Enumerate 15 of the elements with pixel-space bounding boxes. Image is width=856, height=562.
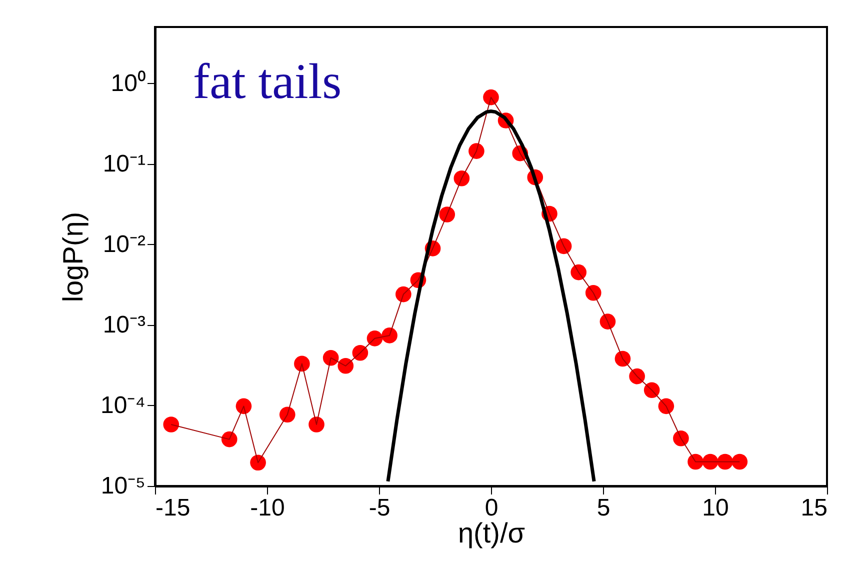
- y-tick-label: 10⁰: [110, 70, 146, 97]
- y-tick-label: 10⁻²: [102, 230, 146, 258]
- x-tick-label: -5: [368, 494, 390, 522]
- y-tick-label: 10⁻⁵: [100, 472, 146, 500]
- x-tick-label: -10: [250, 494, 285, 522]
- annotation: fat tails: [193, 53, 342, 109]
- y-tick-label: 10⁻⁴: [100, 392, 146, 419]
- x-tick-label: 15: [800, 494, 828, 522]
- x-tick-label: 5: [596, 494, 610, 522]
- x-tick-label: 10: [702, 494, 729, 522]
- x-tick-label: -15: [156, 494, 190, 522]
- line-series: [386, 109, 596, 484]
- y-axis-title: logP(η): [57, 212, 88, 302]
- y-tick-label: 10⁻³: [102, 311, 146, 338]
- y-tick-label: 10⁻¹: [102, 150, 146, 178]
